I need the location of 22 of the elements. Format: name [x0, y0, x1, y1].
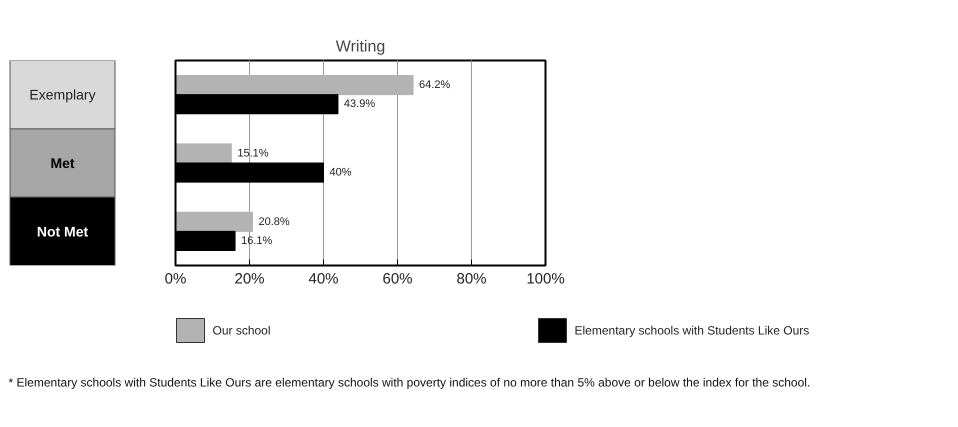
bar — [176, 75, 414, 96]
data-label: 16.1% — [241, 234, 272, 247]
y-tick-label: Not Met — [36, 223, 88, 240]
data-label: 15.1% — [237, 147, 269, 160]
x-tick-label: 80% — [456, 270, 487, 288]
text: * Elementary schools with Students Like Ours are elementary schools with poverty indices of no more than 5% above or below the index for the school. — [8, 376, 810, 390]
legend-label: Our school — [212, 324, 271, 338]
x-tick-label: 0% — [164, 270, 186, 288]
x-tick-label: 20% — [234, 270, 265, 288]
x-tick-label: 100% — [526, 270, 565, 288]
x-tick-label: 60% — [382, 270, 413, 288]
y-tick-label: Exemplary — [29, 86, 96, 103]
x-tick-label: 40% — [308, 270, 339, 288]
chart-title: Writing — [336, 38, 386, 56]
data-label: 43.9% — [344, 98, 376, 110]
bar — [176, 212, 253, 232]
data-label: 20.8% — [258, 216, 290, 228]
data-label: 40% — [330, 166, 352, 179]
data-label: 64.2% — [419, 79, 450, 92]
bar — [176, 143, 232, 164]
y-tick-label: Met — [50, 155, 75, 171]
legend-label: Elementary schools with Students Like Ours — [574, 324, 810, 338]
